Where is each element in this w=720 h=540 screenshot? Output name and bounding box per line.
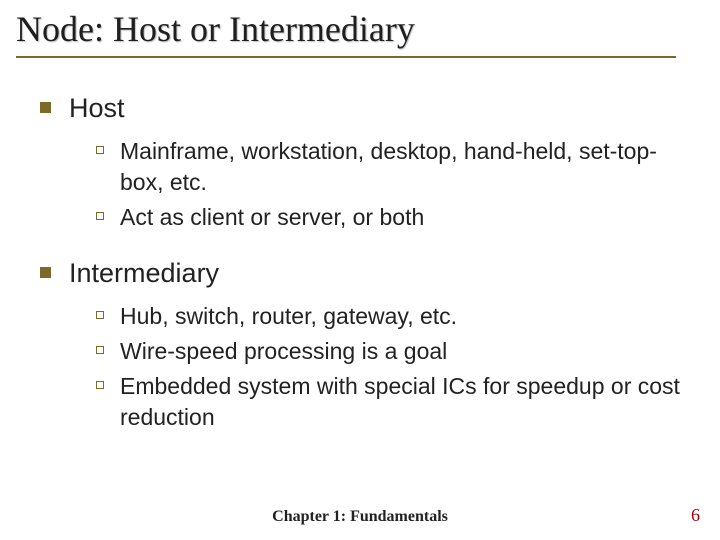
subitem-text: Mainframe, workstation, desktop, hand-he… (120, 136, 680, 198)
bullet-hollow-icon (96, 212, 104, 220)
bullet-hollow-icon (96, 311, 104, 319)
list-item: Intermediary (40, 257, 680, 291)
list-item: Embedded system with special ICs for spe… (96, 371, 680, 433)
footer-text: Chapter 1: Fundamentals (0, 508, 720, 526)
slide: Node: Host or Intermediary Host Mainfram… (0, 0, 720, 540)
slide-title: Node: Host or Intermediary (16, 10, 676, 50)
list-item: Host (40, 92, 680, 126)
list-item: Act as client or server, or both (96, 202, 680, 233)
bullet-square-icon (40, 267, 51, 278)
sublist: Hub, switch, router, gateway, etc. Wire-… (96, 301, 680, 433)
bullet-hollow-icon (96, 381, 104, 389)
list-item: Wire-speed processing is a goal (96, 336, 680, 367)
subitem-text: Hub, switch, router, gateway, etc. (120, 301, 457, 332)
bullet-hollow-icon (96, 346, 104, 354)
subitem-text: Wire-speed processing is a goal (120, 336, 447, 367)
page-number: 6 (691, 505, 700, 526)
subitem-text: Act as client or server, or both (120, 202, 424, 233)
list-item: Mainframe, workstation, desktop, hand-he… (96, 136, 680, 198)
subitem-text: Embedded system with special ICs for spe… (120, 371, 680, 433)
title-container: Node: Host or Intermediary (16, 10, 676, 58)
list-item: Hub, switch, router, gateway, etc. (96, 301, 680, 332)
bullet-square-icon (40, 102, 51, 113)
section-label: Intermediary (69, 257, 219, 291)
slide-body: Host Mainframe, workstation, desktop, ha… (40, 92, 680, 439)
section-label: Host (69, 92, 125, 126)
sublist: Mainframe, workstation, desktop, hand-he… (96, 136, 680, 233)
bullet-hollow-icon (96, 146, 104, 154)
